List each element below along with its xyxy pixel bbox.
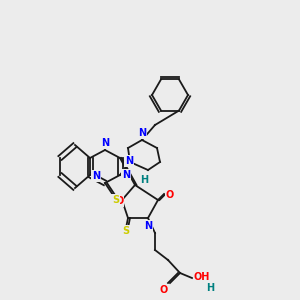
Text: N: N bbox=[122, 170, 130, 180]
Text: H: H bbox=[206, 283, 214, 293]
Text: N: N bbox=[101, 138, 109, 148]
Text: N: N bbox=[144, 221, 152, 231]
Text: N: N bbox=[138, 128, 146, 138]
Text: O: O bbox=[166, 190, 174, 200]
Text: S: S bbox=[122, 226, 130, 236]
Text: OH: OH bbox=[194, 272, 210, 282]
Text: S: S bbox=[112, 195, 119, 205]
Text: H: H bbox=[140, 175, 148, 185]
Text: O: O bbox=[115, 196, 123, 206]
Text: N: N bbox=[125, 156, 133, 166]
Text: N: N bbox=[92, 171, 100, 181]
Text: O: O bbox=[160, 285, 168, 295]
